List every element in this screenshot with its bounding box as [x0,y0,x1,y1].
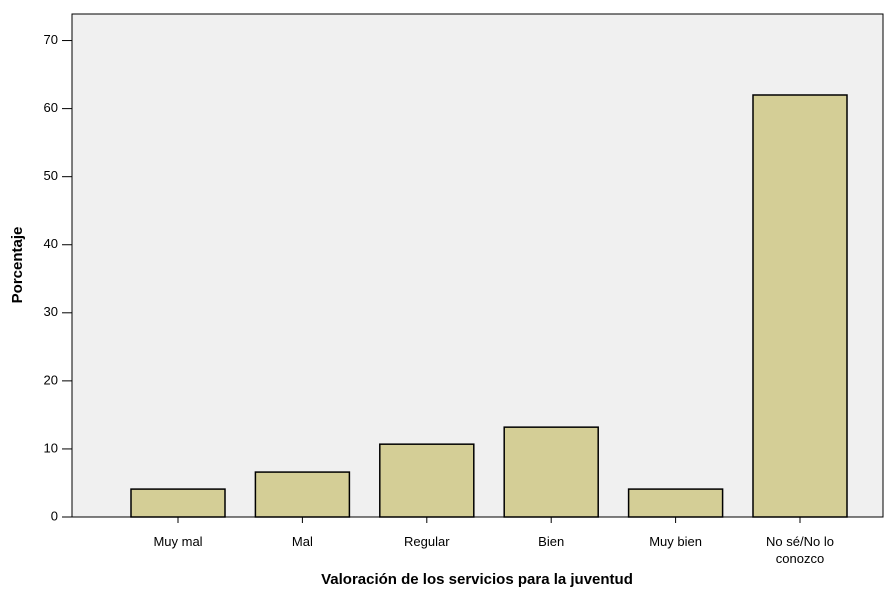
bar [130,488,226,518]
bar [627,488,724,518]
x-tick-label: No sé/No lo conozco [766,534,834,566]
bar [752,94,848,518]
y-tick-label: 30 [44,304,58,319]
y-tick-label: 0 [51,508,58,523]
plot-area [71,13,884,518]
x-tick-label: Muy mal [153,534,203,549]
y-tick-label: 70 [44,32,58,47]
y-axis-title: Porcentaje [9,227,26,304]
x-tick-label: Bien [538,534,565,549]
x-tick-label: Regular [404,534,450,549]
x-tick-label: Muy bien [649,534,702,549]
y-tick-label: 60 [44,100,58,115]
y-tick-label: 10 [44,440,58,455]
bar [254,471,351,518]
x-tick-label: Mal [291,534,313,549]
bar [503,426,599,518]
bar [379,443,475,518]
y-tick-label: 40 [44,236,58,251]
x-axis-title: Valoración de los servicios para la juve… [321,571,633,588]
y-tick-label: 20 [44,372,58,387]
y-tick-label: 50 [44,168,58,183]
